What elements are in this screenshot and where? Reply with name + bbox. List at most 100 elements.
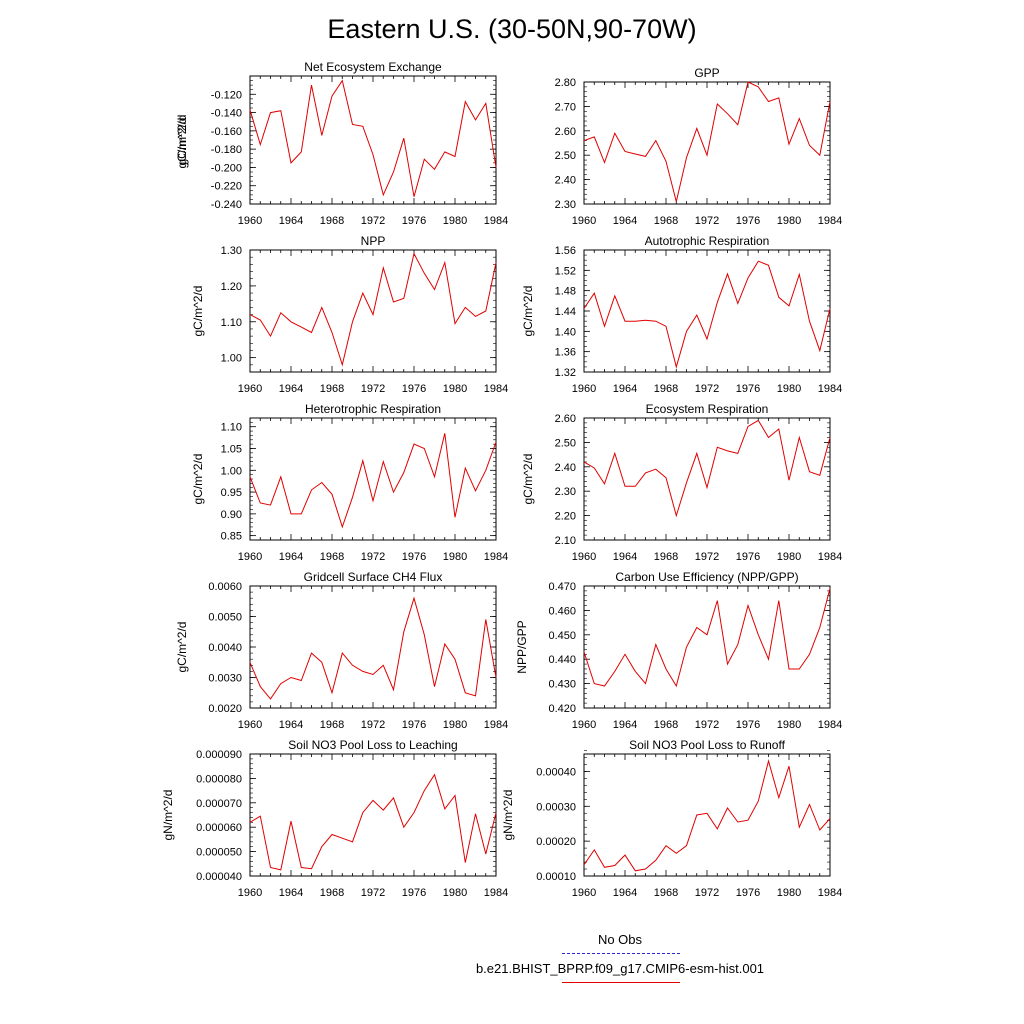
x-tick-label: 1976 (736, 551, 760, 563)
plot-frame (249, 753, 497, 877)
y-tick-label: 2.30 (555, 199, 576, 211)
chart-title: GPP (694, 66, 719, 80)
chart-title: Carbon Use Efficiency (NPP/GPP) (615, 570, 798, 584)
chart-title: Heterotrophic Respiration (305, 402, 441, 416)
y-tick-label: 1.56 (555, 245, 576, 257)
y-tick-label: 2.50 (555, 150, 576, 162)
y-tick-label: 0.90 (221, 509, 242, 521)
chart-title: Ecosystem Respiration (646, 402, 769, 416)
x-tick-label: 1960 (238, 551, 262, 563)
y-tick-label: 2.30 (555, 486, 576, 498)
y-tick-label: 1.20 (221, 281, 242, 293)
y-tick-label: -0.120 (211, 89, 242, 101)
plot-frame (583, 753, 831, 877)
legend-model-line (562, 982, 680, 983)
x-tick-label: 1964 (613, 719, 637, 731)
x-tick-label: 1980 (443, 383, 467, 395)
y-tick-label: 1.52 (555, 265, 576, 277)
y-tick-label: -0.200 (211, 162, 242, 174)
y-tick-label: 1.48 (555, 286, 576, 298)
x-tick-label: 1960 (238, 719, 262, 731)
y-tick-label: 1.00 (221, 353, 242, 365)
y-tick-label: 1.05 (221, 444, 242, 456)
y-tick-label: 0.0030 (208, 673, 242, 685)
chart-panel-2: GPP gC/m^2/d 1960 1964 1968 1972 1976 1980 1984 2… (175, 66, 842, 227)
x-tick-label: 1964 (279, 383, 303, 395)
x-tick-label: 1960 (572, 215, 596, 227)
y-tick-label: 1.32 (555, 367, 576, 379)
chart-panel-4: Autotrophic Respiration gC/m^2/d 1960 1964 1… (521, 234, 842, 395)
y-axis-label: gC/m^2/d (191, 454, 205, 505)
x-tick-label: 1968 (654, 383, 678, 395)
y-tick-label: 0.000080 (196, 773, 242, 785)
x-tick-label: 1964 (279, 551, 303, 563)
x-tick-label: 1976 (736, 719, 760, 731)
y-tick-label: 0.470 (548, 581, 576, 593)
x-tick-label: 1980 (443, 215, 467, 227)
x-tick-label: 1980 (777, 215, 801, 227)
series-line (249, 596, 497, 700)
y-tick-label: 2.40 (555, 462, 576, 474)
x-tick-label: 1968 (320, 887, 344, 899)
x-tick-label: 1960 (572, 551, 596, 563)
y-tick-label: -0.220 (211, 181, 242, 193)
y-tick-label: 2.40 (555, 175, 576, 187)
y-axis-label: gC/m^2/d (175, 622, 189, 673)
y-tick-label: 0.0050 (208, 612, 242, 624)
x-tick-label: 1972 (361, 719, 385, 731)
x-tick-label: 1972 (695, 719, 719, 731)
x-tick-label: 1984 (484, 383, 508, 395)
y-axis-label: gC/m^2/d (521, 286, 535, 337)
x-tick-label: 1972 (361, 887, 385, 899)
y-tick-label: 1.36 (555, 347, 576, 359)
plot-frame (583, 585, 831, 709)
series-line (249, 252, 497, 367)
y-axis-label: NPP/GPP (515, 620, 529, 673)
x-tick-label: 1976 (402, 215, 426, 227)
x-tick-label: 1964 (613, 383, 637, 395)
x-tick-label: 1960 (572, 383, 596, 395)
chart-panel-10: Soil NO3 Pool Loss to Runoff gN/m^2/d 1960… (501, 738, 842, 899)
x-tick-label: 1968 (654, 215, 678, 227)
legend-model-label: b.e21.BHIST_BPRP.f09_g17.CMIP6-esm-hist.… (475, 961, 765, 976)
x-tick-label: 1964 (279, 887, 303, 899)
x-tick-label: 1980 (777, 719, 801, 731)
x-tick-label: 1968 (654, 551, 678, 563)
y-tick-label: 0.460 (548, 605, 576, 617)
chart-title: Autotrophic Respiration (645, 234, 770, 248)
chart-panel-1: Net Ecosystem Exchange gC/m^2/d 1960 1964 19… (175, 60, 508, 227)
y-tick-label: 0.000050 (196, 847, 242, 859)
x-tick-label: 1968 (654, 887, 678, 899)
y-tick-label: 0.00030 (536, 801, 576, 813)
x-tick-label: 1972 (361, 551, 385, 563)
plot-frame (249, 249, 497, 373)
y-axis-label: gN/m^2/d (501, 790, 515, 841)
chart-title: Soil NO3 Pool Loss to Leaching (288, 738, 457, 752)
y-tick-label: 1.30 (221, 245, 242, 257)
x-tick-label: 1960 (238, 887, 262, 899)
x-tick-label: 1972 (695, 383, 719, 395)
y-tick-label: -0.180 (211, 144, 242, 156)
page-title: Eastern U.S. (30-50N,90-70W) (327, 14, 697, 44)
x-tick-label: 1960 (572, 887, 596, 899)
y-tick-label: 0.0060 (208, 581, 242, 593)
series-line (583, 759, 831, 872)
legend-obs-entry: No Obs (440, 932, 800, 954)
x-tick-label: 1980 (443, 551, 467, 563)
y-axis-label: gC/m^2/d (521, 454, 535, 505)
x-tick-label: 1964 (613, 215, 637, 227)
y-tick-label: 0.000060 (196, 822, 242, 834)
y-tick-label: 2.20 (555, 511, 576, 523)
x-tick-label: 1980 (777, 887, 801, 899)
plot-frame (249, 585, 497, 709)
x-tick-label: 1964 (613, 551, 637, 563)
x-tick-label: 1984 (484, 719, 508, 731)
x-tick-label: 1968 (654, 719, 678, 731)
y-axis-label: gC/m^2/d (175, 115, 189, 166)
plot-frame (249, 417, 497, 541)
y-tick-label: 1.10 (221, 422, 242, 434)
y-tick-label: 0.85 (221, 531, 242, 543)
chart-panel-7: Gridcell Surface CH4 Flux gC/m^2/d 1960 196… (175, 570, 508, 731)
y-axis-label: gC/m^2/d (191, 286, 205, 337)
legend-obs-label: No Obs (597, 932, 643, 947)
